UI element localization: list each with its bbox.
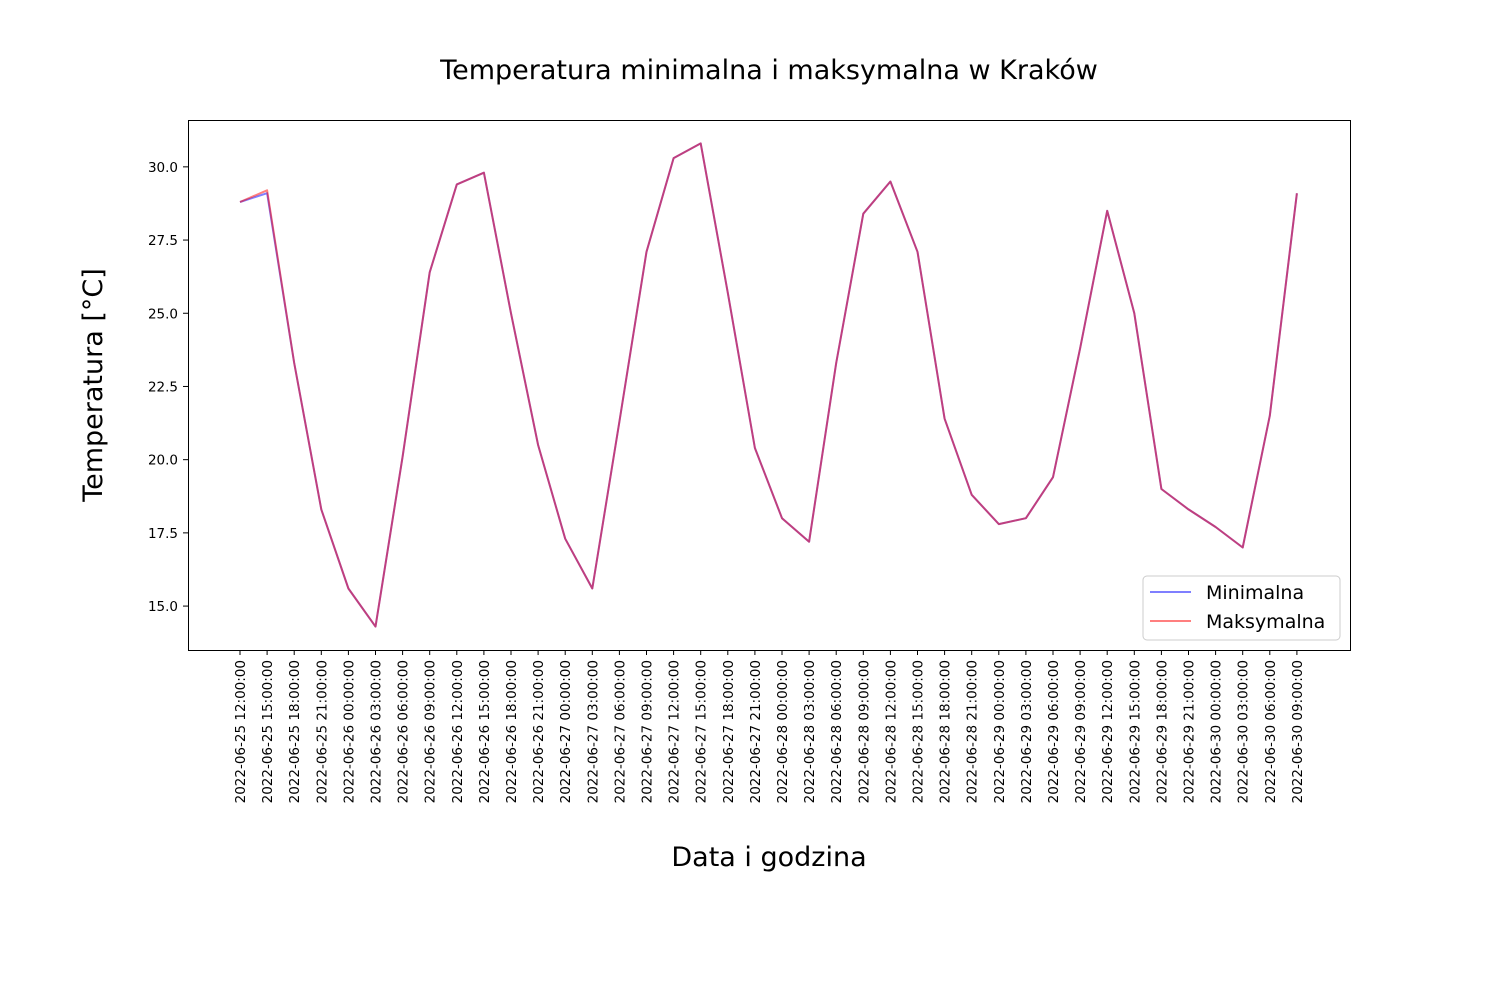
chart-title: Temperatura minimalna i maksymalna w Kra… bbox=[439, 55, 1098, 86]
x-tick-label: 2022-06-28 15:00:00 bbox=[911, 660, 927, 803]
x-tick-label: 2022-06-26 18:00:00 bbox=[504, 660, 520, 803]
x-tick-label: 2022-06-29 06:00:00 bbox=[1046, 660, 1062, 803]
x-tick-label: 2022-06-26 21:00:00 bbox=[531, 660, 547, 803]
x-tick-label: 2022-06-26 09:00:00 bbox=[423, 660, 439, 803]
x-tick-label: 2022-06-27 21:00:00 bbox=[748, 660, 764, 803]
x-tick-label: 2022-06-27 12:00:00 bbox=[667, 660, 683, 803]
x-tick-label: 2022-06-27 06:00:00 bbox=[612, 660, 628, 803]
x-tick-label: 2022-06-29 21:00:00 bbox=[1182, 660, 1198, 803]
y-tick-label: 20.0 bbox=[148, 453, 178, 469]
x-tick-label: 2022-06-28 03:00:00 bbox=[802, 660, 818, 803]
x-tick-label: 2022-06-29 18:00:00 bbox=[1154, 660, 1170, 803]
x-tick-label: 2022-06-27 09:00:00 bbox=[640, 660, 656, 803]
x-tick-label: 2022-06-29 00:00:00 bbox=[992, 660, 1008, 803]
y-tick-label: 17.5 bbox=[148, 526, 178, 542]
x-tick-label: 2022-06-25 18:00:00 bbox=[287, 660, 303, 803]
y-axis-label: Temperatura [°C] bbox=[78, 268, 109, 503]
x-tick-label: 2022-06-29 15:00:00 bbox=[1127, 660, 1143, 803]
series-layer bbox=[239, 142, 1298, 628]
x-tick-label: 2022-06-27 15:00:00 bbox=[694, 660, 710, 803]
x-tick-label: 2022-06-28 06:00:00 bbox=[829, 660, 845, 803]
y-tick-label: 22.5 bbox=[148, 379, 178, 395]
x-tick-label: 2022-06-28 12:00:00 bbox=[883, 660, 899, 803]
x-tick-label: 2022-06-27 00:00:00 bbox=[558, 660, 574, 803]
plot-area bbox=[188, 120, 1351, 651]
x-tick-label: 2022-06-27 03:00:00 bbox=[585, 660, 601, 803]
x-tick-label: 2022-06-26 06:00:00 bbox=[396, 660, 412, 803]
x-tick-label: 2022-06-28 00:00:00 bbox=[775, 660, 791, 803]
legend: Minimalna Maksymalna bbox=[1142, 575, 1341, 641]
x-tick-label: 2022-06-30 03:00:00 bbox=[1236, 660, 1252, 803]
x-tick-label: 2022-06-26 03:00:00 bbox=[369, 660, 385, 803]
y-tick-label: 15.0 bbox=[148, 599, 178, 615]
legend-label: Maksymalna bbox=[1206, 611, 1325, 633]
x-tick-label: 2022-06-25 21:00:00 bbox=[314, 660, 330, 803]
legend-label: Minimalna bbox=[1206, 582, 1304, 604]
y-axis: 15.0 17.5 20.0 22.5 25.0 27.5 30.0 bbox=[148, 160, 188, 615]
legend-box bbox=[1142, 575, 1341, 641]
x-tick-label: 2022-06-26 15:00:00 bbox=[477, 660, 493, 803]
x-axis-label: Data i godzina bbox=[671, 842, 866, 873]
x-tick-label: 2022-06-30 06:00:00 bbox=[1263, 660, 1279, 803]
x-tick-label: 2022-06-28 21:00:00 bbox=[965, 660, 981, 803]
x-tick-label: 2022-06-29 03:00:00 bbox=[1019, 660, 1035, 803]
series-line-maksymalna bbox=[239, 142, 1298, 628]
x-tick-label: 2022-06-28 18:00:00 bbox=[938, 660, 954, 803]
x-tick-label: 2022-06-26 00:00:00 bbox=[341, 660, 357, 803]
x-axis: 2022-06-25 12:00:00 2022-06-25 15:00:00 20… bbox=[233, 650, 1306, 803]
x-tick-label: 2022-06-30 09:00:00 bbox=[1290, 660, 1306, 803]
x-tick-label: 2022-06-25 12:00:00 bbox=[233, 660, 249, 803]
x-tick-label: 2022-06-26 12:00:00 bbox=[450, 660, 466, 803]
y-tick-label: 30.0 bbox=[148, 160, 178, 176]
x-tick-label: 2022-06-27 18:00:00 bbox=[721, 660, 737, 803]
x-tick-label: 2022-06-28 09:00:00 bbox=[856, 660, 872, 803]
y-tick-label: 27.5 bbox=[148, 233, 178, 249]
series-line-minimalna bbox=[239, 142, 1298, 628]
x-tick-label: 2022-06-30 00:00:00 bbox=[1209, 660, 1225, 803]
x-tick-label: 2022-06-29 09:00:00 bbox=[1073, 660, 1089, 803]
x-tick-label: 2022-06-25 15:00:00 bbox=[260, 660, 276, 803]
y-tick-label: 25.0 bbox=[148, 306, 178, 322]
x-tick-label: 2022-06-29 12:00:00 bbox=[1100, 660, 1116, 803]
